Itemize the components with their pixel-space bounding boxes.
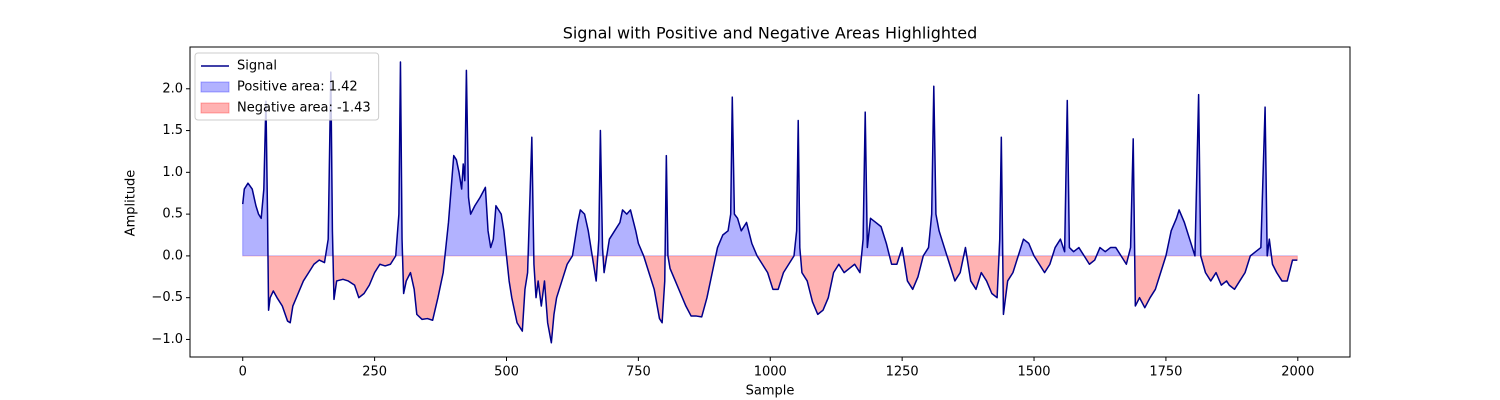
x-tick-label: 250 [362, 365, 387, 380]
y-tick-label: 1.0 [162, 165, 183, 180]
x-tick-label: 2000 [1281, 365, 1314, 380]
y-tick-label: 1.5 [162, 123, 183, 138]
legend-label: Negative area: -1.43 [237, 101, 371, 116]
y-tick-label: −0.5 [151, 290, 183, 305]
y-axis-label: Amplitude [124, 170, 139, 237]
x-tick-label: 1500 [1017, 365, 1050, 380]
legend-label: Positive area: 1.42 [237, 80, 358, 95]
y-tick-label: −1.0 [151, 332, 183, 347]
legend-patch [200, 81, 230, 93]
y-tick-label: 0.5 [162, 207, 183, 222]
x-tick-label: 750 [626, 365, 651, 380]
x-tick-label: 1250 [886, 365, 919, 380]
chart-title: Signal with Positive and Negative Areas … [563, 24, 978, 43]
legend-patch [200, 102, 230, 114]
y-tick-label: 2.0 [162, 81, 183, 96]
legend-label: Signal [237, 59, 277, 74]
y-tick-label: 0.0 [162, 248, 183, 263]
x-axis-label: Sample [746, 384, 795, 399]
x-tick-label: 0 [239, 365, 247, 380]
legend-box [194, 52, 380, 121]
x-tick-label: 1000 [754, 365, 787, 380]
x-tick-label: 1750 [1149, 365, 1182, 380]
signal-line [241, 61, 1298, 344]
x-tick-label: 500 [494, 365, 519, 380]
